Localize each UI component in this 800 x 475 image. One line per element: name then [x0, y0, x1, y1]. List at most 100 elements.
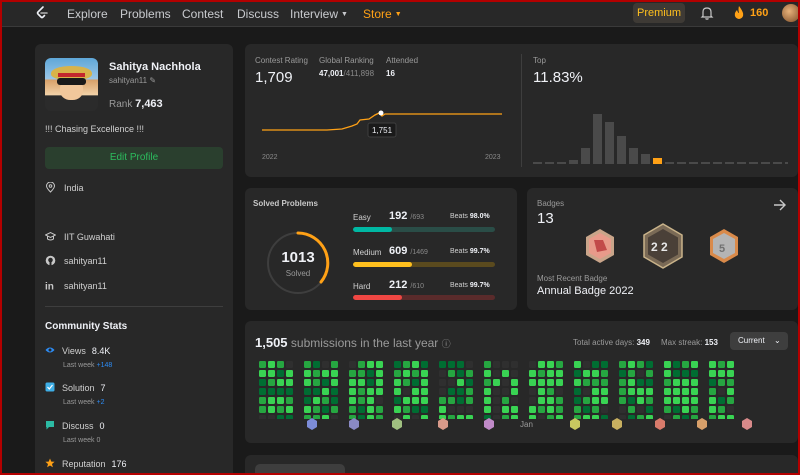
heatmap-cell: [673, 379, 680, 386]
monthly-badge-icon: [484, 418, 494, 430]
heatmap-cell: [313, 388, 320, 395]
arrow-right-icon[interactable]: [773, 198, 787, 212]
heatmap-cell: [673, 388, 680, 395]
heatmap-cell: [637, 361, 644, 368]
recent-badge-label: Most Recent Badge: [537, 274, 608, 283]
heatmap-cell: [511, 388, 518, 395]
rating-line-chart[interactable]: 1,751 2022 2023: [257, 94, 512, 169]
heatmap-cell: [376, 397, 383, 404]
heatmap-cell: [259, 397, 266, 404]
svg-text:in: in: [45, 282, 54, 292]
histogram-bar: [593, 114, 602, 164]
heatmap-cell: [268, 415, 275, 419]
heatmap-cell: [367, 379, 374, 386]
badges-count: 13: [537, 210, 554, 227]
heatmap-cell: [331, 379, 338, 386]
heatmap-cell: [709, 397, 716, 404]
heatmap-cell: [601, 406, 608, 413]
heatmap-cell: [349, 370, 356, 377]
heatmap-cell: [466, 406, 473, 413]
heatmap-cell: [394, 370, 401, 377]
premium-button[interactable]: Premium: [633, 3, 685, 23]
submissions-title: 1,505 submissions in the last year ⓘ: [255, 335, 451, 350]
heatmap-cell: [268, 379, 275, 386]
badge-1-icon[interactable]: [583, 228, 617, 264]
heatmap-cell: [574, 379, 581, 386]
nav-contest[interactable]: Contest: [182, 7, 224, 21]
nav-interview-label: Interview: [290, 7, 339, 21]
heatmap-cell: [673, 397, 680, 404]
submission-heatmap[interactable]: [257, 361, 792, 419]
heatmap-cell: [682, 379, 689, 386]
nav-interview[interactable]: Interview ▼: [290, 7, 348, 21]
monthly-badge-icon: [438, 418, 448, 430]
heatmap-cell: [502, 415, 509, 419]
histogram-bar: [533, 162, 542, 164]
heatmap-cell: [547, 361, 554, 368]
bell-icon[interactable]: [700, 6, 714, 20]
nav-problems[interactable]: Problems: [120, 7, 171, 21]
heatmap-cell: [457, 370, 464, 377]
nav-discuss[interactable]: Discuss: [237, 7, 280, 21]
histogram-bar: [641, 154, 650, 164]
badge-3-icon[interactable]: 5: [707, 228, 741, 264]
heatmap-cell: [421, 370, 428, 377]
user-avatar[interactable]: [782, 4, 800, 22]
heatmap-cell: [493, 370, 500, 377]
heatmap-cell: [718, 361, 725, 368]
heatmap-cell: [664, 406, 671, 413]
info-icon[interactable]: ⓘ: [441, 339, 451, 349]
heatmap-cell: [511, 361, 518, 368]
heatmap-cell: [313, 379, 320, 386]
rating-tooltip: 1,751: [372, 126, 393, 135]
recent-badge-name: Annual Badge 2022: [537, 285, 634, 297]
heatmap-cell: [502, 406, 509, 413]
heatmap-cell: [646, 415, 653, 419]
heatmap-cell: [322, 397, 329, 404]
heatmap-cell: [619, 397, 626, 404]
rating-point[interactable]: [378, 110, 384, 116]
heatmap-cell: [439, 379, 446, 386]
linkedin-row[interactable]: in sahityan11: [45, 280, 107, 292]
heatmap-cell: [727, 361, 734, 368]
histogram-bar: [629, 148, 638, 164]
edit-profile-button[interactable]: Edit Profile: [45, 147, 223, 169]
heatmap-cell: [403, 397, 410, 404]
bottom-tab-active[interactable]: [255, 464, 345, 475]
heatmap-cell: [394, 361, 401, 368]
heatmap-cell: [484, 361, 491, 368]
histogram-bar: [725, 162, 734, 164]
chat-bubble-icon: [46, 421, 54, 430]
nav-explore[interactable]: Explore: [67, 7, 108, 21]
medium-count: 609 /1469: [389, 245, 428, 257]
heatmap-cell: [727, 388, 734, 395]
heatmap-cell: [538, 406, 545, 413]
heatmap-cell: [331, 388, 338, 395]
monthly-badge-icon: [392, 418, 402, 430]
heatmap-cell: [646, 379, 653, 386]
heatmap-cell: [286, 379, 293, 386]
heatmap-cell: [592, 388, 599, 395]
checkbox-icon: [45, 382, 55, 392]
heatmap-cell: [376, 379, 383, 386]
nav-store[interactable]: Store ▼: [363, 7, 402, 21]
active-days: Total active days: 349: [573, 338, 650, 347]
heatmap-cell: [484, 406, 491, 413]
heatmap-cell: [619, 415, 626, 419]
heatmap-cell: [439, 415, 446, 419]
heatmap-cell: [457, 388, 464, 395]
chevron-down-icon: ⌄: [774, 336, 781, 345]
heatmap-cell: [628, 361, 635, 368]
fire-icon[interactable]: [733, 5, 745, 20]
annual-badge-2022-icon[interactable]: 2 2: [641, 223, 685, 269]
heatmap-cell: [502, 379, 509, 386]
heatmap-cell: [493, 415, 500, 419]
heatmap-cell: [484, 397, 491, 404]
github-row[interactable]: sahityan11: [45, 255, 107, 266]
year-select[interactable]: Current ⌄: [730, 332, 788, 350]
heatmap-cell: [547, 370, 554, 377]
streak-count[interactable]: 160: [750, 7, 769, 19]
easy-beats: Beats 98.0%: [450, 213, 490, 220]
heatmap-cell: [259, 388, 266, 395]
leetcode-logo-icon[interactable]: [34, 5, 50, 21]
